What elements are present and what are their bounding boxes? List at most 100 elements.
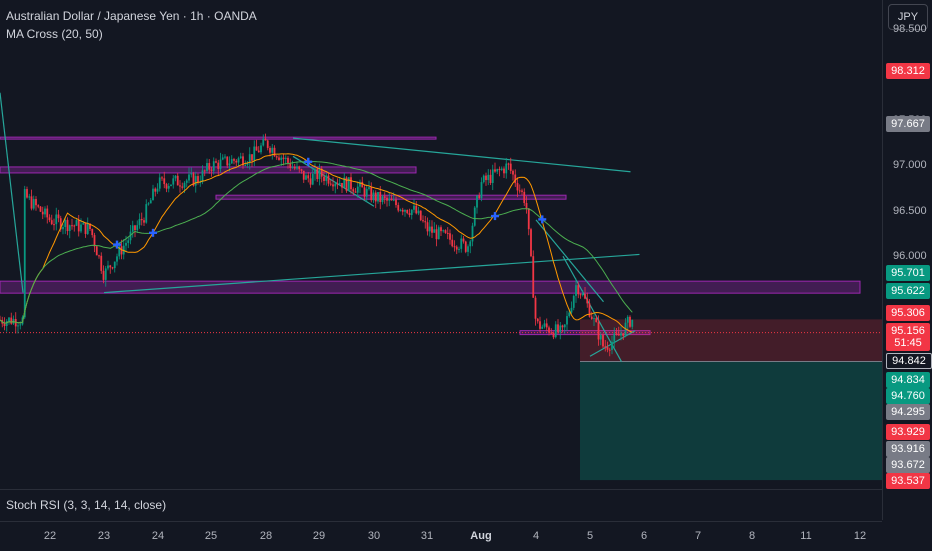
candle-body (154, 188, 157, 192)
time-label: Aug (470, 530, 492, 542)
candle-body (172, 178, 175, 185)
time-axis[interactable]: 22 23 24 25 28 29 30 31 Aug 4 5 6 7 8 11 12 (0, 521, 882, 551)
candle-body (426, 222, 429, 232)
chart-title[interactable]: Australian Dollar / Japanese Yen · 1h · … (6, 9, 257, 23)
price-label: 95.701 (886, 265, 930, 281)
candle-body (350, 177, 352, 190)
candle-body (131, 225, 134, 232)
candle-body (435, 229, 438, 240)
price-label: 97.667 (886, 116, 930, 132)
candle-body (39, 206, 42, 212)
candle-body (82, 222, 85, 225)
candle-body (73, 225, 76, 227)
candle-body (230, 159, 233, 164)
price-label: 93.929 (886, 424, 930, 440)
candle-body (595, 318, 598, 323)
candle-body (557, 324, 559, 333)
candle-body (208, 163, 211, 170)
candle-body (224, 156, 226, 158)
candle-body (584, 293, 586, 299)
candle-body (464, 241, 467, 252)
horizontal-zone (0, 136, 437, 140)
candle-body (437, 227, 440, 240)
candle-body (446, 232, 449, 234)
time-label: 11 (800, 530, 812, 542)
candle-body (629, 316, 631, 327)
candle-body (95, 246, 98, 256)
price-tick: 96.500 (893, 204, 927, 217)
candle-body (280, 157, 283, 160)
candle-body (289, 162, 292, 168)
trendline (292, 155, 375, 207)
candle-body (298, 166, 301, 170)
candle-body (50, 220, 53, 225)
candle-body (237, 158, 240, 163)
price-chart[interactable] (0, 0, 882, 488)
indicator-legend-ma-cross[interactable]: MA Cross (20, 50) (6, 27, 103, 41)
candle-body (377, 192, 379, 202)
candle-body (244, 164, 247, 166)
candle-body (64, 219, 67, 227)
candle-body (453, 246, 456, 248)
candle-body (541, 326, 544, 329)
candle-body (311, 173, 314, 185)
candle-body (606, 347, 609, 350)
candle-body (413, 205, 415, 210)
candle-body (134, 225, 136, 231)
candle-body (579, 294, 582, 296)
candle-body (442, 230, 445, 232)
price-scale[interactable]: JPY 98.50098.00097.50097.00096.50096.000… (882, 0, 932, 520)
indicator-legend-stoch-rsi[interactable]: Stoch RSI (3, 3, 14, 14, close) (6, 498, 167, 512)
candle-body (257, 150, 260, 153)
currency-button[interactable]: JPY (888, 4, 928, 30)
candle-body (368, 187, 370, 189)
candle-body (23, 189, 26, 318)
candle-body (388, 198, 391, 201)
candle-body (404, 209, 406, 212)
candle-body (262, 138, 265, 146)
candle-body (183, 182, 186, 188)
candle-body (305, 175, 307, 180)
time-label: 12 (853, 530, 867, 542)
candle-body (516, 183, 519, 191)
candle-body (347, 177, 350, 191)
candle-body (626, 316, 629, 323)
candle-body (5, 321, 8, 327)
candle-body (467, 246, 469, 252)
candle-body (534, 297, 537, 319)
candle-body (147, 203, 150, 205)
candle-body (399, 209, 402, 211)
candle-body (161, 177, 163, 179)
candle-body (41, 211, 44, 215)
candle-body (487, 174, 490, 181)
candle-body (181, 186, 184, 188)
candle-body (212, 161, 215, 171)
candle-body (291, 167, 294, 169)
candle-body (217, 162, 220, 169)
candle-body (550, 332, 553, 334)
candle-body (116, 256, 118, 262)
candle-body (179, 185, 181, 187)
candle-body (215, 161, 217, 163)
candle-body (53, 224, 55, 226)
candle-body (458, 248, 460, 250)
chart-canvas[interactable]: Australian Dollar / Japanese Yen · 1h · … (0, 0, 882, 488)
candle-body (617, 333, 620, 336)
candle-body (359, 181, 361, 187)
candle-body (530, 229, 532, 257)
candle-body (233, 159, 235, 161)
candle-body (496, 168, 499, 172)
candle-body (631, 319, 634, 327)
candle-body (588, 303, 591, 317)
ma-fast-line (0, 153, 633, 333)
candle-body (102, 270, 105, 280)
candle-body (554, 324, 557, 338)
candle-body (374, 192, 377, 202)
candle-body (278, 157, 280, 160)
candle-body (136, 225, 139, 231)
candle-body (613, 333, 616, 342)
candle-body (532, 256, 535, 298)
stoch-rsi-pane[interactable]: Stoch RSI (3, 3, 14, 14, close) (0, 489, 882, 521)
candle-body (338, 182, 341, 185)
candle-body (314, 169, 316, 174)
